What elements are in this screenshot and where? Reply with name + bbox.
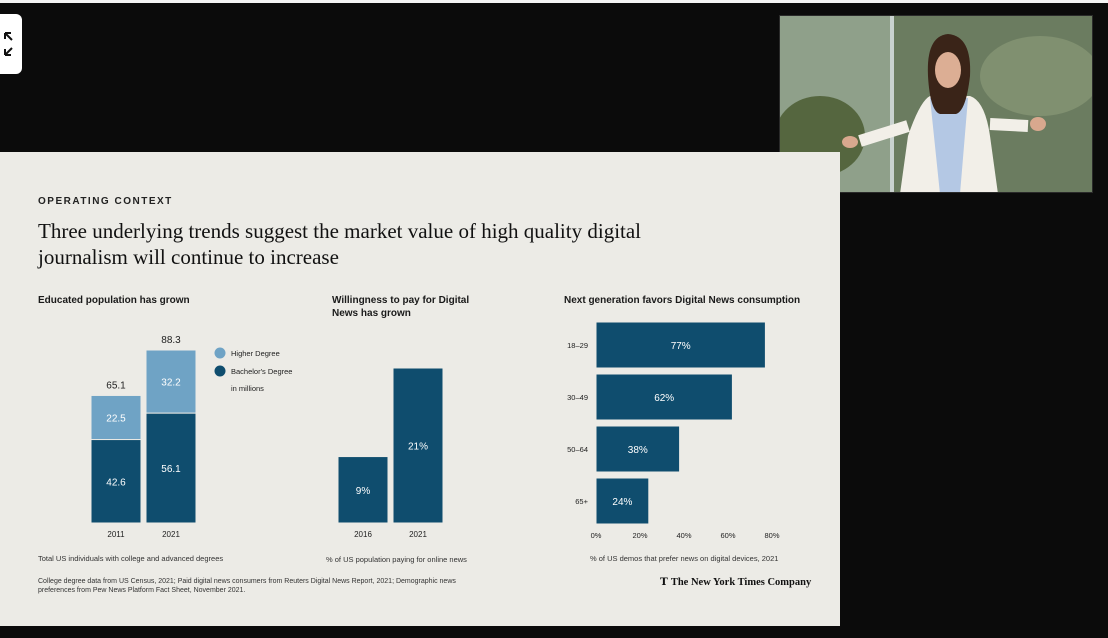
chart3-y-tick: 30–49 <box>567 393 588 402</box>
eyebrow: OPERATING CONTEXT <box>38 196 173 207</box>
chart2-x-tick: 2016 <box>354 530 372 539</box>
chart1-title: Educated population has grown <box>38 295 190 306</box>
slide: OPERATING CONTEXT Three underlying trend… <box>0 152 840 626</box>
chart3-x-tick: 20% <box>632 531 647 540</box>
chart1-legend-swatch <box>214 347 226 359</box>
chart3-title: Next generation favors Digital News cons… <box>564 295 801 306</box>
chart3-x-tick: 80% <box>764 531 779 540</box>
fullscreen-button[interactable] <box>0 14 22 74</box>
chart1-legend-label: Higher Degree <box>231 349 280 358</box>
chart2-bar-2021 <box>392 367 444 524</box>
chart2-footnote: % of US population paying for online new… <box>326 555 467 564</box>
chart2-x-tick: 2021 <box>409 530 427 539</box>
chart2-bar-2016 <box>337 456 389 524</box>
chart3-bar-0 <box>595 321 766 369</box>
chart1-value-label: 56.1 <box>161 464 181 475</box>
chart3-y-tick: 18–29 <box>567 341 588 350</box>
chart3-y-tick: 50–64 <box>567 445 588 454</box>
chart3-value-label: 77% <box>671 341 691 352</box>
chart2-title: Willingness to pay for Digital News has … <box>332 295 470 319</box>
top-border <box>0 0 1108 3</box>
nyt-logo: T The New York Times Company <box>660 576 811 588</box>
chart3-bar-3 <box>595 477 650 525</box>
chart3-x-tick: 40% <box>676 531 691 540</box>
chart1-legend-label: Bachelor's Degree <box>231 367 292 376</box>
chart1-value-label: 42.6 <box>106 477 126 488</box>
expand-arrows-icon <box>4 32 13 56</box>
chart1-footnote: Total US individuals with college and ad… <box>38 554 224 563</box>
chart1-total-label: 65.1 <box>106 380 126 391</box>
chart1-total-label: 88.3 <box>161 335 181 346</box>
nyt-t-icon: T <box>660 576 668 588</box>
chart1-value-label: 22.5 <box>106 413 126 424</box>
sources-note: College degree data from US Census, 2021… <box>38 578 456 594</box>
slide-headline: Three underlying trends suggest the mark… <box>38 219 642 269</box>
chart3-x-tick: 60% <box>720 531 735 540</box>
chart1-legend-swatch <box>214 365 226 377</box>
chart3-y-tick: 65+ <box>575 497 588 506</box>
chart1-bar-bachelor-2011 <box>90 439 142 524</box>
chart1-unit-note: in millions <box>231 384 264 393</box>
chart3-value-label: 62% <box>654 393 674 404</box>
chart3-footnote: % of US demos that prefer news on digita… <box>590 554 779 563</box>
chart1-x-tick: 2021 <box>162 530 180 539</box>
chart3-value-label: 24% <box>612 497 632 508</box>
charts-canvas: 42.6 22.5 65.1 2011 56.1 32.2 88.3 2021 Higher D… <box>90 321 780 540</box>
chart1-bar-bachelor-2021 <box>145 412 197 524</box>
chart3-value-label: 38% <box>628 445 648 456</box>
chart3-bar-1 <box>595 373 733 421</box>
chart3-bar-2 <box>595 425 681 473</box>
chart1-bar-higher-2011 <box>90 394 142 441</box>
chart1-bar-higher-2021 <box>145 349 197 414</box>
chart2-value-label: 21% <box>408 442 428 453</box>
chart3-x-tick: 0% <box>591 531 602 540</box>
chart1-value-label: 32.2 <box>161 378 181 389</box>
chart1-x-tick: 2011 <box>107 530 125 539</box>
logo-text: The New York Times Company <box>670 577 812 588</box>
chart2-value-label: 9% <box>356 486 371 497</box>
